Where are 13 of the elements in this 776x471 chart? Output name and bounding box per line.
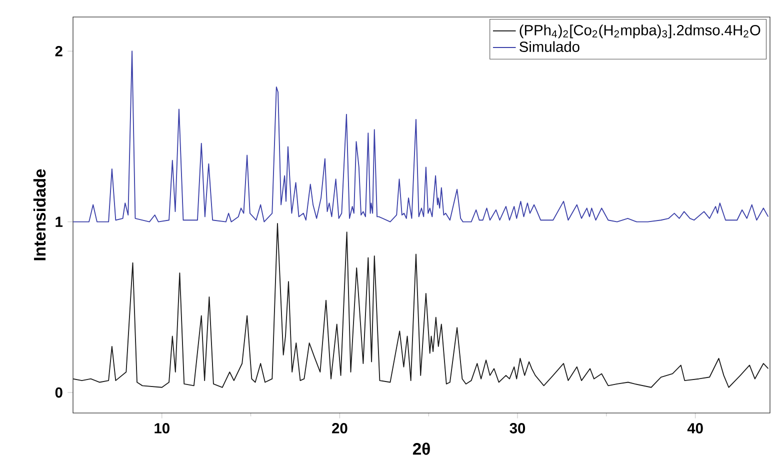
line-series <box>73 50 769 222</box>
y-tick-label: 0 <box>55 387 62 398</box>
x-tick-label: 40 <box>687 423 703 434</box>
text: (PPh$_{4}$)$_{2}$[Co$_{2}$(H$_{2}$mpba)$_{3}$].2dmso.4H$_{2}$O <box>520 24 760 38</box>
y-tick-label: 1 <box>56 216 63 227</box>
x-tick-label: 20 <box>332 423 348 434</box>
legend-label: Simulado <box>520 41 580 52</box>
x-axis-title: 2θ <box>412 442 430 455</box>
y-tick-label: 2 <box>55 46 62 56</box>
x-tick-label: 30 <box>510 423 526 434</box>
line-series <box>73 223 769 388</box>
x-tick-label: 10 <box>154 423 170 434</box>
y-axis-title: Intensidade <box>33 169 46 260</box>
